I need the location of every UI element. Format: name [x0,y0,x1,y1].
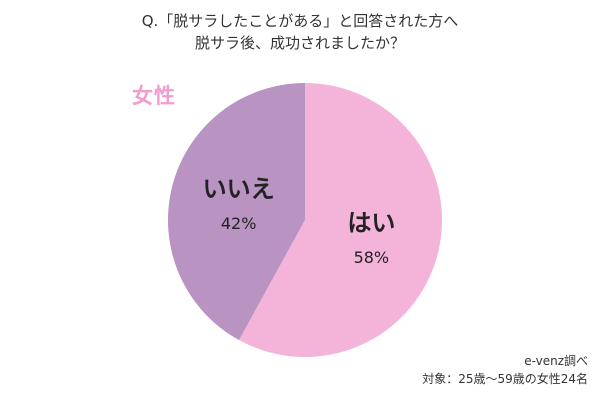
slice-label-yes: はい [347,209,395,237]
chart-title: Q.「脱サラしたことがある」と回答された方へ 脱サラ後、成功されましたか？ [0,10,600,54]
survey-target: 対象：25歳〜59歳の女性24名 [422,372,588,386]
slice-label-no: いいえ [203,175,275,203]
source-credit: e-venz調べ [524,354,588,368]
title-line-2: 脱サラ後、成功されましたか？ [194,34,405,52]
title-line-1: Q.「脱サラしたことがある」と回答された方へ [141,12,459,30]
pie-slice-yes [238,83,442,357]
slice-percent-no: 42% [221,214,257,233]
gender-label: 女性 [132,84,176,108]
pie-slice-no [168,83,305,341]
source-footer: e-venz調べ 対象：25歳〜59歳の女性24名 [422,352,588,388]
slice-percent-yes: 58% [354,248,390,267]
